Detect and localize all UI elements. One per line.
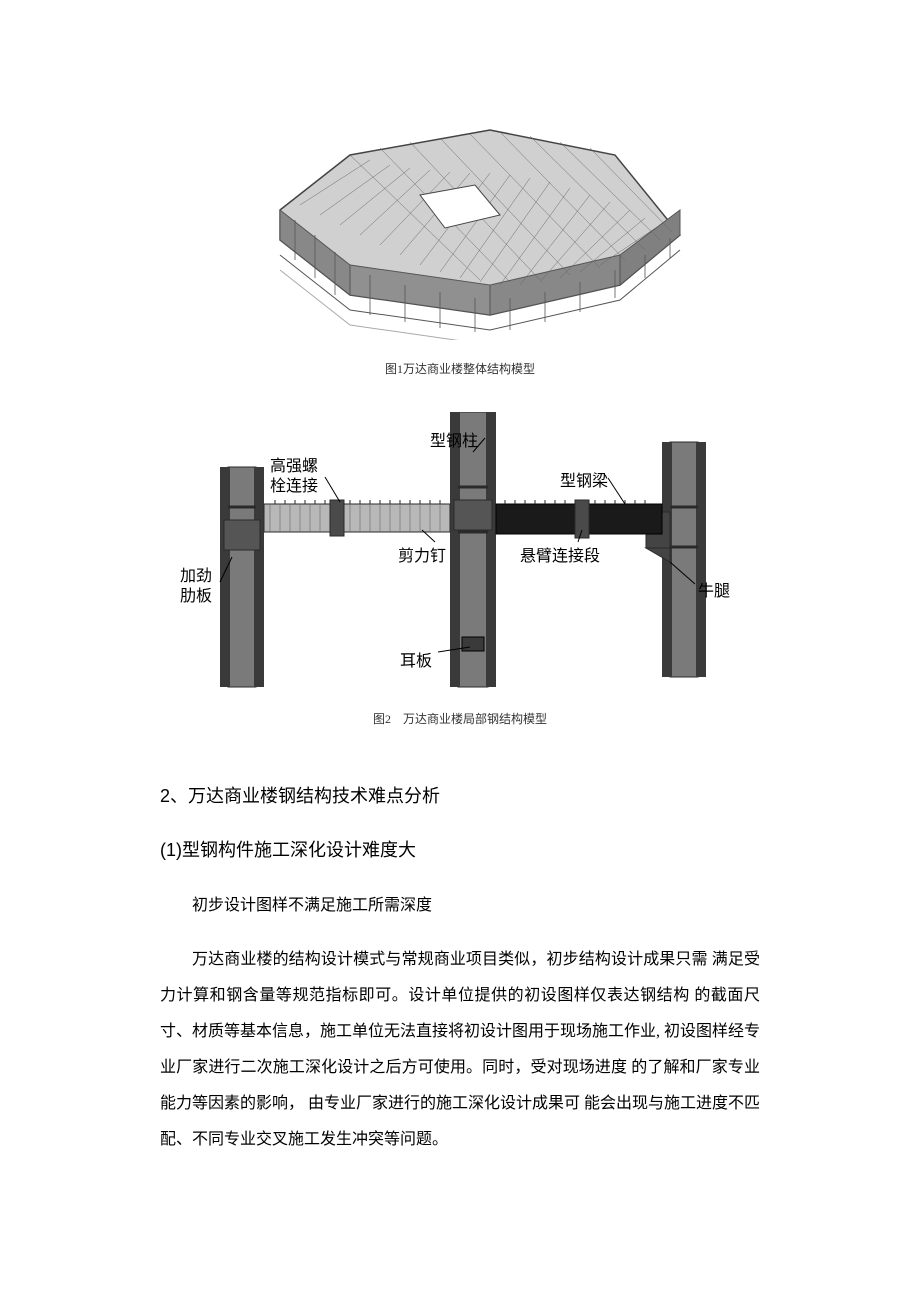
figure1-svg	[220, 60, 700, 340]
figure2-diagram: 型钢柱 高强螺 栓连接 型钢梁 剪力钉 悬臂连接段 加劲 肋板 牛腿 耳板	[180, 412, 740, 702]
intro-paragraph: 初步设计图样不满足施工所需深度	[160, 890, 760, 922]
figure1-diagram	[220, 60, 700, 350]
label-column: 型钢柱	[430, 427, 478, 451]
figure2-caption: 图2 万达商业楼局部钢结构模型	[373, 710, 547, 727]
content-section: 2、万达商业楼钢结构技术难点分析 (1)型钢构件施工深化设计难度大 初步设计图样…	[160, 782, 760, 1158]
label-stiffener-2: 肋板	[180, 582, 212, 606]
label-bolt-2: 栓连接	[270, 472, 318, 496]
subsection-heading: (1)型钢构件施工深化设计难度大	[160, 836, 760, 862]
figure1-block: 图1万达商业楼整体结构模型	[160, 60, 760, 377]
left-column	[220, 467, 264, 687]
right-column	[646, 442, 706, 677]
right-beam	[496, 500, 662, 538]
label-shear: 剪力钉	[398, 542, 446, 566]
section-heading: 2、万达商业楼钢结构技术难点分析	[160, 782, 760, 808]
label-ear: 耳板	[400, 647, 432, 671]
label-beam: 型钢梁	[560, 467, 608, 491]
label-bracket: 牛腿	[698, 577, 730, 601]
figure1-caption: 图1万达商业楼整体结构模型	[385, 360, 535, 377]
body-paragraph: 万达商业楼的结构设计模式与常规商业项目类似，初步结构设计成果只需 满足受力计算和…	[160, 942, 760, 1158]
label-cantilever: 悬臂连接段	[520, 542, 600, 566]
page-container: 图1万达商业楼整体结构模型	[0, 0, 920, 1254]
figure2-svg	[180, 412, 740, 702]
middle-column	[450, 412, 496, 687]
figure2-block: 型钢柱 高强螺 栓连接 型钢梁 剪力钉 悬臂连接段 加劲 肋板 牛腿 耳板 图2…	[160, 397, 760, 727]
